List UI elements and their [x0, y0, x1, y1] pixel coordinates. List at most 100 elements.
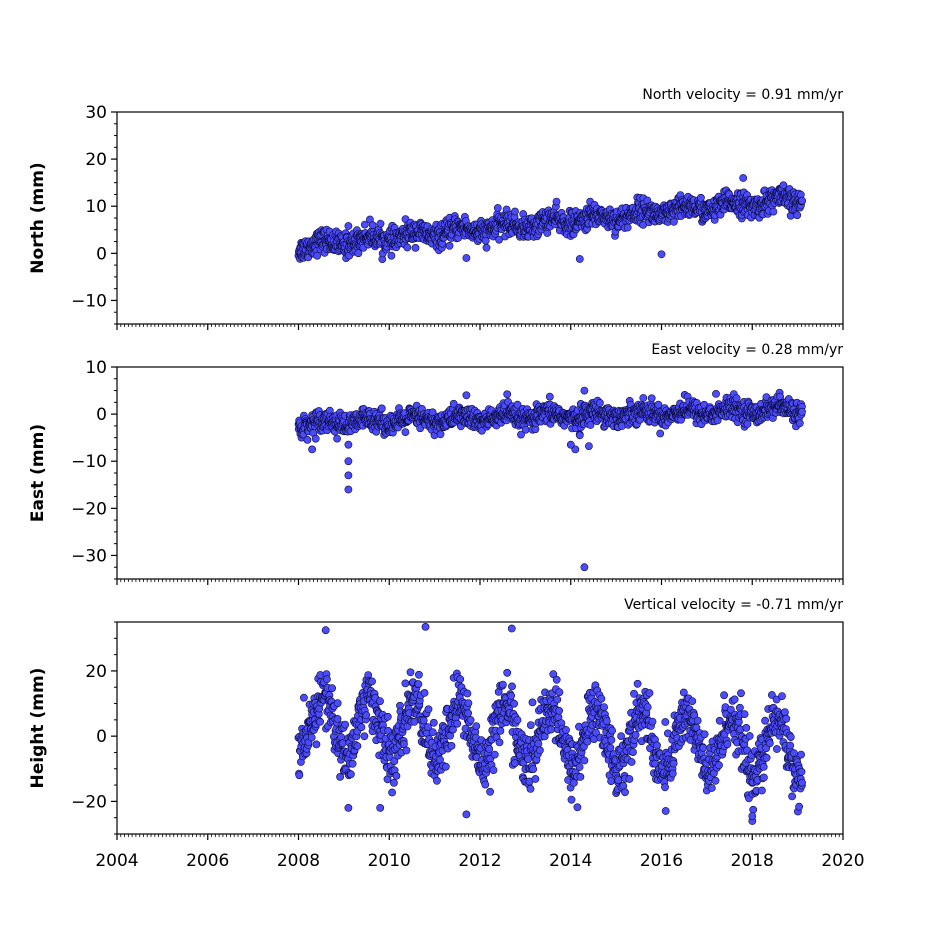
data-point: [307, 733, 316, 742]
data-point: [428, 728, 437, 736]
outlier-point: [575, 255, 584, 263]
data-point: [303, 435, 312, 444]
outlier-point: [344, 485, 353, 494]
north-ylabel: North (mm): [28, 162, 48, 273]
data-point: [600, 703, 608, 711]
data-point: [333, 699, 342, 708]
data-point: [742, 724, 751, 732]
outlier-point: [580, 386, 589, 395]
data-point: [761, 716, 769, 725]
y-tick-label: −30: [71, 546, 107, 566]
data-point: [377, 404, 386, 413]
data-point: [498, 680, 507, 689]
data-point: [390, 757, 399, 765]
data-point: [486, 787, 494, 796]
data-point: [647, 394, 656, 403]
data-point: [623, 223, 632, 232]
data-point: [608, 726, 616, 735]
data-point: [360, 732, 369, 741]
north-velocity-title: North velocity = 0.91 mm/yr: [642, 87, 843, 103]
panel-north: North velocity = 0.91 mm/yr North (mm) −…: [28, 87, 844, 330]
data-point: [341, 720, 350, 729]
data-point: [376, 219, 385, 228]
data-point: [472, 722, 481, 730]
data-point: [715, 761, 723, 770]
x-tick-label: 2018: [731, 851, 774, 871]
east-ylabel: East (mm): [28, 424, 48, 522]
data-point: [549, 670, 558, 679]
data-point: [490, 750, 499, 759]
data-point: [387, 251, 396, 260]
data-point: [436, 430, 445, 439]
data-point: [627, 758, 636, 766]
data-point: [312, 740, 321, 749]
data-point: [464, 699, 473, 707]
data-point: [336, 773, 344, 781]
data-point: [524, 755, 533, 763]
x-tick-label: 2010: [368, 851, 411, 871]
data-point: [388, 788, 396, 797]
outlier-point: [580, 563, 589, 572]
east-xticks: [116, 579, 844, 585]
data-point: [606, 743, 615, 752]
data-point: [411, 243, 420, 252]
data-point: [788, 792, 796, 801]
outlier-point: [344, 222, 353, 230]
data-point: [414, 670, 423, 679]
outlier-point: [748, 812, 757, 820]
data-point: [614, 776, 623, 784]
data-point: [333, 715, 342, 723]
data-point: [653, 741, 661, 750]
data-point: [424, 723, 432, 731]
data-point: [745, 732, 754, 740]
data-point: [402, 746, 411, 755]
data-point: [521, 425, 530, 434]
y-tick-label: 30: [85, 103, 107, 123]
data-point: [348, 759, 357, 768]
data-point: [730, 695, 739, 704]
y-tick-label: 10: [85, 358, 107, 378]
data-point: [633, 679, 642, 688]
data-point: [401, 428, 410, 436]
y-tick-label: 20: [85, 662, 107, 682]
data-point: [797, 750, 805, 759]
outlier-point: [575, 431, 584, 440]
y-tick-label: 0: [96, 244, 107, 264]
y-tick-label: −10: [71, 291, 107, 311]
data-point: [392, 772, 401, 780]
data-point: [403, 243, 412, 252]
y-tick-label: 0: [96, 727, 107, 747]
panel-height: Vertical velocity = -0.71 mm/yr Height (…: [28, 597, 865, 871]
data-point: [795, 419, 804, 428]
data-point: [513, 716, 522, 724]
x-tick-label: 2008: [277, 851, 320, 871]
data-point: [790, 749, 798, 758]
data-point: [592, 728, 600, 737]
data-point: [485, 745, 494, 753]
data-point: [495, 235, 503, 244]
data-point: [482, 243, 491, 252]
north-plot-frame: [116, 111, 844, 325]
data-point: [493, 204, 502, 212]
y-tick-label: −20: [71, 499, 107, 519]
data-point: [528, 698, 537, 707]
data-point: [798, 778, 806, 787]
data-point: [406, 668, 415, 677]
data-point: [779, 181, 788, 190]
data-point: [553, 695, 562, 704]
data-point: [401, 679, 410, 688]
x-tick-label: 2004: [95, 851, 138, 871]
data-point: [736, 703, 744, 712]
outlier-point: [344, 471, 353, 480]
data-point: [376, 697, 384, 706]
data-point: [552, 675, 561, 684]
data-point: [711, 776, 720, 785]
data-point: [596, 398, 604, 407]
data-point: [786, 741, 795, 750]
data-point: [720, 691, 728, 700]
data-point: [362, 711, 371, 720]
data-point: [602, 717, 611, 725]
data-point: [740, 710, 749, 718]
data-point: [555, 688, 564, 697]
data-point: [552, 197, 561, 206]
